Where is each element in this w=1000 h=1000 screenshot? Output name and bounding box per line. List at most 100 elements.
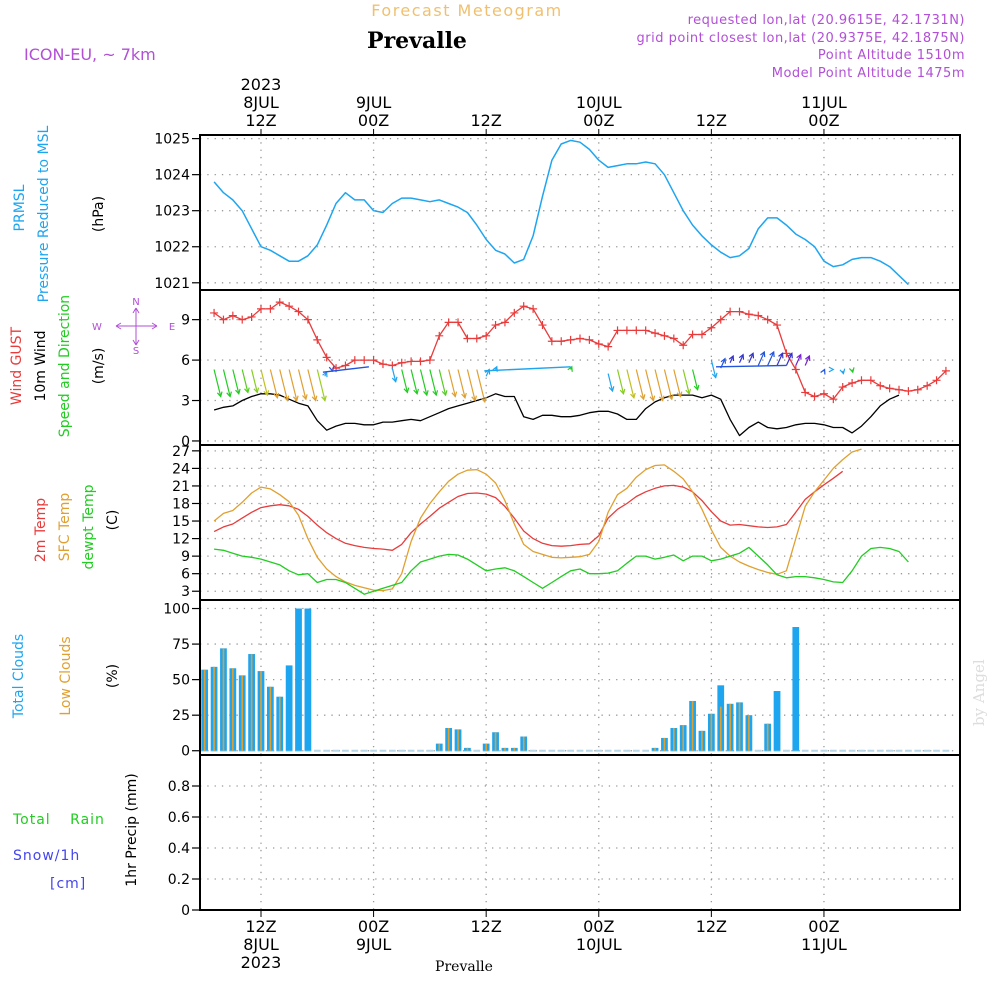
ytick-label: 15: [172, 514, 190, 530]
wind-arrow: [804, 355, 810, 366]
compass-n: N: [132, 297, 139, 308]
wind-arrow-head: [805, 354, 811, 362]
ytick-label: 1021: [154, 276, 190, 292]
cloud-baseline-bar: [520, 749, 528, 752]
gust-marker: [547, 337, 556, 346]
wind-arrow: [260, 369, 268, 396]
gust-marker: [604, 342, 613, 351]
gust-marker: [904, 387, 913, 396]
time-label-top: 00Z: [808, 111, 839, 130]
time-label-bottom: 10JUL: [576, 935, 622, 954]
total-cloud-bar: [304, 608, 312, 751]
wind-arrow: [635, 369, 645, 400]
gust-marker: [641, 326, 650, 335]
cloud-baseline-bar: [548, 749, 556, 752]
axis-layer: 1021102210231024102503693691215182124270…: [154, 75, 847, 972]
gust-marker: [707, 323, 716, 332]
cloud-baseline-bar: [557, 749, 565, 752]
gust-marker: [754, 311, 763, 320]
wind-arrow: [607, 373, 614, 392]
gust-marker: [895, 385, 904, 394]
ytick-label: 75: [172, 637, 190, 653]
wind-arrow: [213, 369, 222, 397]
wind-arrow-head: [769, 350, 775, 358]
gust-marker: [285, 302, 294, 311]
gust-marker: [829, 395, 838, 404]
low-cloud-bar: [710, 713, 713, 751]
time-label-bottom: 12Z: [696, 917, 727, 936]
cloud-baseline-bar: [829, 749, 837, 752]
total-cloud-bar: [773, 691, 781, 751]
cloud-baseline-bar: [905, 749, 912, 752]
gust-marker: [632, 326, 641, 335]
compass-w: W: [92, 322, 102, 333]
panel-frame: [199, 289, 961, 446]
low-cloud-bar: [438, 743, 441, 751]
wind-arrow-band: [484, 366, 571, 372]
cloud-baseline-bar: [876, 749, 884, 752]
ytick-label: 100: [163, 602, 190, 618]
gust-marker: [444, 318, 453, 327]
wind-arrow: [748, 353, 754, 364]
wind-arrow-head: [667, 394, 674, 401]
time-label-top: 10JUL: [576, 93, 622, 112]
panel-frame: [199, 754, 961, 911]
wind-arrow-head: [608, 386, 615, 393]
low-cloud-bar: [522, 736, 525, 751]
gust-marker: [500, 318, 509, 327]
time-label-bottom: 12Z: [245, 917, 276, 936]
pressure-line: [213, 139, 909, 286]
precip-label-snow: Snow/1h: [13, 848, 80, 864]
gust-line: [213, 301, 947, 400]
wind-panel-labels: Wind GUST 10m Wind Speed and Direction (…: [9, 295, 175, 437]
ytick-label: 1024: [154, 168, 190, 184]
low-cloud-bar: [673, 727, 675, 751]
wind-arrow: [795, 354, 802, 366]
wind-speed-line: [213, 393, 900, 437]
point-altitude: Point Altitude 1510m: [818, 48, 965, 63]
gust-marker: [838, 383, 847, 392]
cloud-baseline-bar: [313, 749, 321, 752]
top-title: Forecast Meteogram: [371, 1, 562, 20]
wind-arrow-head: [848, 367, 855, 374]
wind-arrow-head: [244, 387, 250, 394]
time-label-bottom: 12Z: [471, 917, 502, 936]
gust-marker: [463, 334, 472, 343]
ytick-label: 3: [181, 394, 190, 410]
cloud-baseline-bar: [379, 749, 387, 752]
temp-panel-labels: 2m Temp SFC Temp dewpt Temp (C): [33, 484, 121, 569]
low-cloud-bar: [485, 743, 487, 751]
wind-arrow: [232, 369, 240, 394]
cloud-baseline-bar: [342, 749, 349, 752]
time-label-bottom: 11JUL: [801, 935, 847, 954]
time-label-top: 12Z: [245, 111, 276, 130]
watermark: by Angel: [970, 659, 988, 726]
gust-marker: [435, 331, 444, 340]
wind-arrow: [391, 368, 397, 382]
cloud-baseline-bar: [614, 749, 621, 752]
time-label-bottom: 2023: [241, 953, 282, 972]
wind-arrow-head: [263, 390, 270, 397]
gust-marker: [275, 298, 284, 307]
model-altitude: Model Point Altitude 1475m: [772, 66, 965, 81]
compass-s: S: [133, 346, 139, 357]
cloud-baseline-bar: [398, 749, 406, 752]
ytick-label: 1025: [154, 132, 190, 148]
wind-arrow-band: [322, 366, 369, 373]
total-cloud-bar: [285, 665, 293, 751]
wind-arrow-head: [778, 352, 784, 359]
gust-marker: [247, 312, 256, 321]
gust-marker: [810, 392, 819, 401]
wind-arrow: [626, 369, 635, 398]
gust-marker: [782, 349, 791, 358]
wind-arrow-head: [639, 394, 646, 401]
cloud-baseline-bar: [417, 749, 424, 752]
time-label-top: 00Z: [583, 111, 614, 130]
gust-marker: [613, 326, 622, 335]
grid-point-coords: grid point closest lon,lat (20.9375E, 42…: [637, 31, 965, 46]
gust-marker: [735, 307, 744, 316]
gust-marker: [660, 331, 669, 340]
wind-arrow: [466, 369, 476, 401]
wind-unit: (m/s): [91, 348, 107, 385]
cloud-baseline-bar: [914, 749, 922, 752]
